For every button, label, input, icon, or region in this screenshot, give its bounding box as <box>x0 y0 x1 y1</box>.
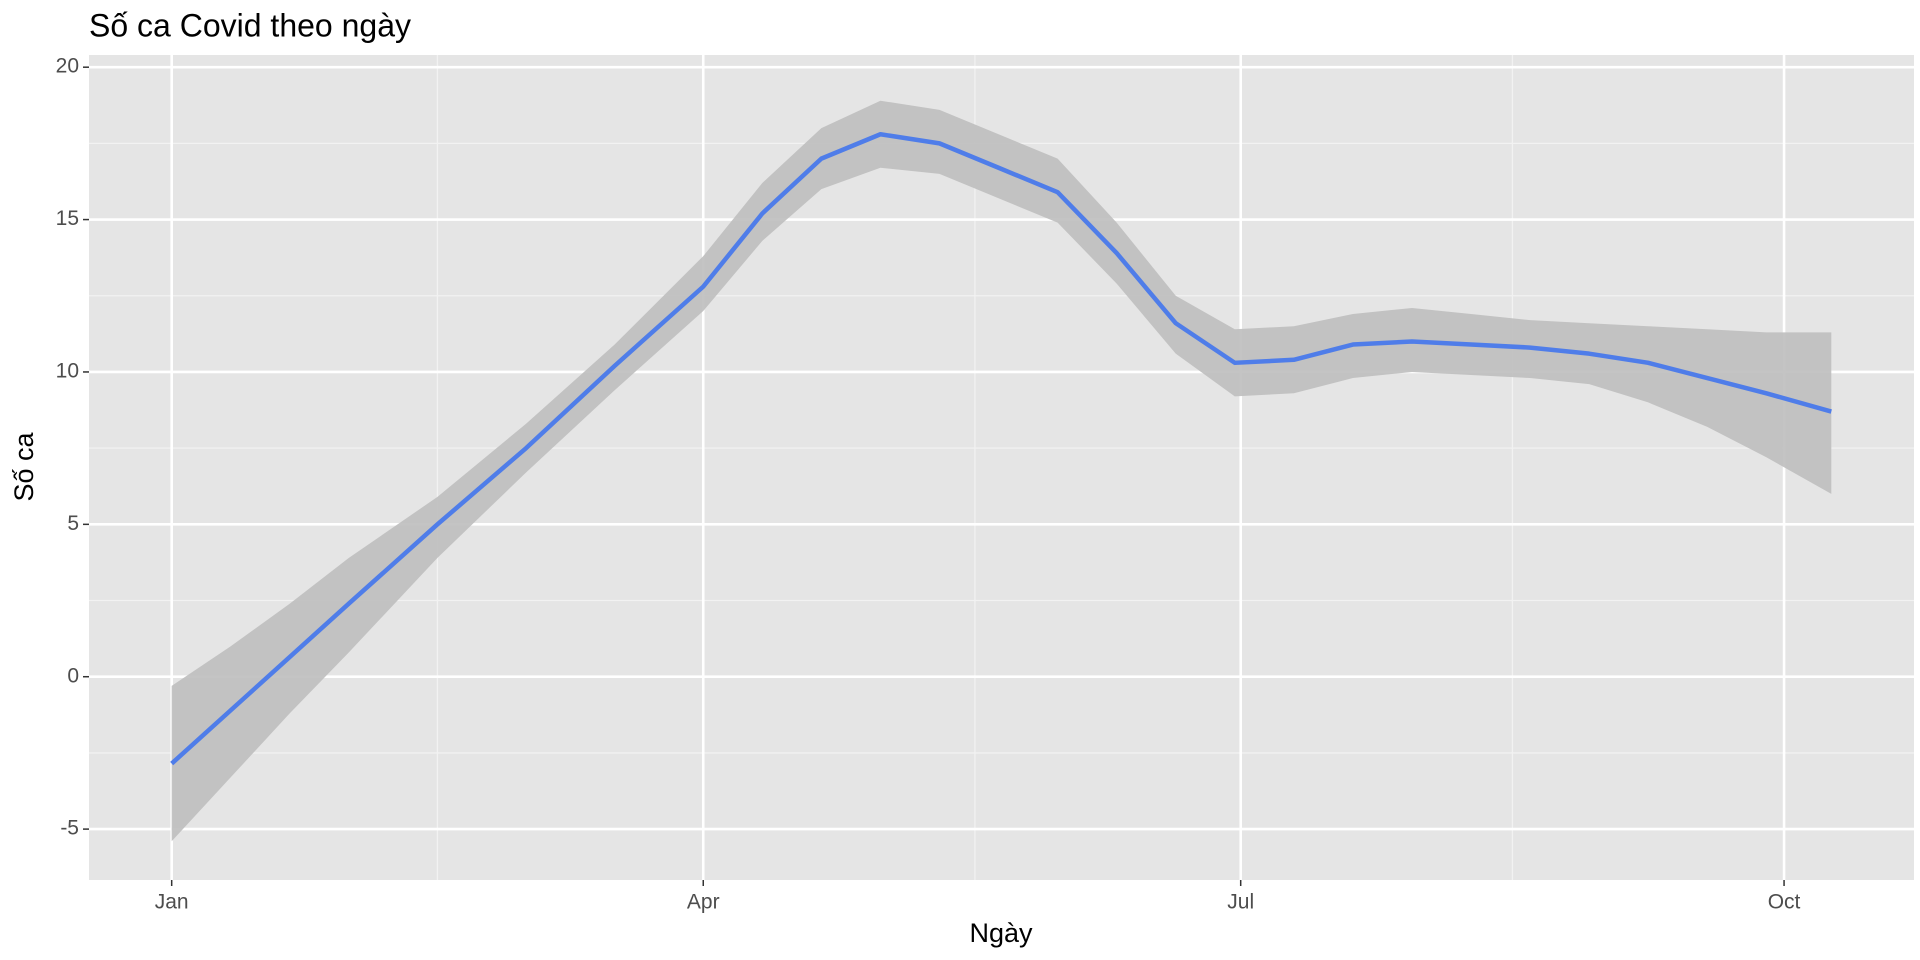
x-tick-label: Jul <box>1227 891 1254 914</box>
y-tick-label: 15 <box>56 207 79 230</box>
y-tick-label: 0 <box>67 664 79 687</box>
confidence-band <box>171 100 1832 842</box>
y-tick-label: -5 <box>60 817 79 840</box>
y-tick-label: 10 <box>56 360 79 383</box>
chart-title: Số ca Covid theo ngày <box>89 7 411 43</box>
x-tick-label: Apr <box>687 891 720 914</box>
x-tick-label: Jan <box>155 891 189 914</box>
x-tick-label: Oct <box>1768 891 1801 914</box>
x-axis-title: Ngày <box>969 918 1033 948</box>
y-tick-label: 20 <box>56 55 79 78</box>
y-tick-label: 5 <box>67 512 79 535</box>
smooth-line <box>170 131 1832 766</box>
y-axis-title: Số ca <box>9 431 39 501</box>
